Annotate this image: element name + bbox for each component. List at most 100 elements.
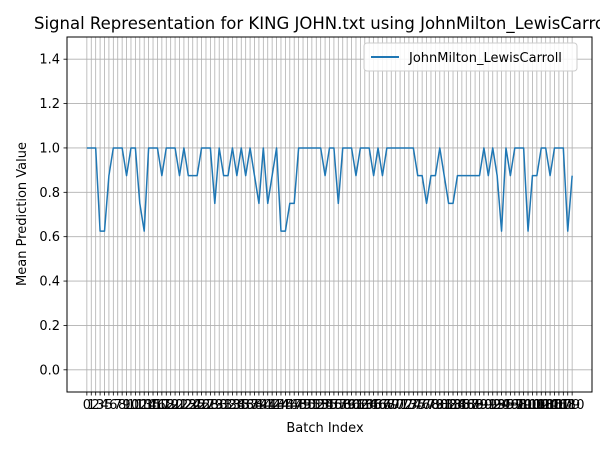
x-tick-label: 72 bbox=[396, 398, 413, 413]
x-tick-label: 103 bbox=[529, 398, 554, 413]
x-tick-label: 109 bbox=[555, 398, 580, 413]
x-tick-label: 32 bbox=[220, 398, 237, 413]
x-tick-label: 38 bbox=[246, 398, 263, 413]
x-tick-label: 23 bbox=[180, 398, 197, 413]
x-tick-label: 91 bbox=[480, 398, 497, 413]
y-tick-label: 0.8 bbox=[39, 186, 60, 201]
x-tick-label: 51 bbox=[304, 398, 321, 413]
x-tick-label: 102 bbox=[524, 398, 549, 413]
x-tick-label: 63 bbox=[357, 398, 374, 413]
x-tick-label: 40 bbox=[255, 398, 272, 413]
x-tick-label: 81 bbox=[436, 398, 453, 413]
x-tick-label: 10 bbox=[123, 398, 140, 413]
y-tick-label: 1.2 bbox=[39, 97, 60, 112]
x-tick-label: 105 bbox=[538, 398, 563, 413]
x-tick-label: 11 bbox=[127, 398, 144, 413]
x-tick-label: 34 bbox=[229, 398, 246, 413]
x-tick-label: 27 bbox=[198, 398, 215, 413]
x-tick-label: 76 bbox=[414, 398, 431, 413]
x-tick-label: 53 bbox=[312, 398, 329, 413]
x-tick-label: 85 bbox=[454, 398, 471, 413]
x-tick-label: 26 bbox=[193, 398, 210, 413]
y-axis: 0.0 0.2 0.4 0.6 0.8 1.0 1.2 1.4 bbox=[39, 53, 67, 378]
x-tick-label: 73 bbox=[401, 398, 418, 413]
x-tick-label: 54 bbox=[317, 398, 334, 413]
x-tick-label: 8 bbox=[118, 398, 126, 413]
x-tick-label: 33 bbox=[224, 398, 241, 413]
x-tick-label: 96 bbox=[502, 398, 519, 413]
x-tick-label: 94 bbox=[493, 398, 510, 413]
x-tick-label: 69 bbox=[383, 398, 400, 413]
x-tick-label: 6 bbox=[109, 398, 117, 413]
x-tick-label: 16 bbox=[149, 398, 166, 413]
x-tick-label: 66 bbox=[370, 398, 387, 413]
x-tick-label: 14 bbox=[140, 398, 157, 413]
x-tick-label: 36 bbox=[237, 398, 254, 413]
y-tick-label: 0.0 bbox=[39, 363, 60, 378]
y-tick-label: 0.4 bbox=[39, 275, 60, 290]
x-tick-label: 59 bbox=[339, 398, 356, 413]
x-tick-label: 75 bbox=[409, 398, 426, 413]
x-tick-label: 24 bbox=[184, 398, 201, 413]
x-tick-label: 1 bbox=[87, 398, 95, 413]
x-tick-label: 17 bbox=[154, 398, 171, 413]
x-tick-label: 88 bbox=[467, 398, 484, 413]
x-axis-label: Batch Index bbox=[286, 421, 364, 436]
x-tick-label: 28 bbox=[202, 398, 219, 413]
x-tick-label: 41 bbox=[259, 398, 276, 413]
x-tick-label: 71 bbox=[392, 398, 409, 413]
x-tick-label: 25 bbox=[189, 398, 206, 413]
x-tick-label: 20 bbox=[167, 398, 184, 413]
x-tick-label: 15 bbox=[145, 398, 162, 413]
x-tick-label: 48 bbox=[290, 398, 307, 413]
x-tick-label: 18 bbox=[158, 398, 175, 413]
legend-box bbox=[363, 42, 578, 72]
x-tick-label: 78 bbox=[423, 398, 440, 413]
x-tick-label: 107 bbox=[546, 398, 571, 413]
x-tick-label: 13 bbox=[136, 398, 153, 413]
x-tick-label: 64 bbox=[361, 398, 378, 413]
x-tick-label: 4 bbox=[100, 398, 108, 413]
y-tick-label: 1.0 bbox=[39, 141, 60, 156]
x-tick-label: 93 bbox=[489, 398, 506, 413]
x-tick-label: 2 bbox=[92, 398, 100, 413]
x-tick-label: 62 bbox=[352, 398, 369, 413]
x-tick-label: 92 bbox=[484, 398, 501, 413]
x-tick-label: 5 bbox=[105, 398, 113, 413]
x-tick-label: 86 bbox=[458, 398, 475, 413]
x-tick-label: 79 bbox=[427, 398, 444, 413]
x-tick-label: 83 bbox=[445, 398, 462, 413]
x-tick-label: 30 bbox=[211, 398, 228, 413]
x-tick-label: 0 bbox=[83, 398, 91, 413]
grid-lines bbox=[67, 37, 592, 392]
y-tick-label: 0.2 bbox=[39, 319, 60, 334]
x-tick-label: 68 bbox=[379, 398, 396, 413]
x-axis: 0123456789101112131415161718192021222324… bbox=[83, 392, 585, 413]
x-tick-label: 90 bbox=[476, 398, 493, 413]
chart-title: Signal Representation for KING JOHN.txt … bbox=[34, 14, 600, 34]
x-tick-label: 46 bbox=[282, 398, 299, 413]
x-tick-label: 7 bbox=[114, 398, 122, 413]
x-tick-label: 31 bbox=[215, 398, 232, 413]
x-tick-label: 95 bbox=[498, 398, 515, 413]
x-tick-label: 89 bbox=[471, 398, 488, 413]
x-tick-label: 43 bbox=[268, 398, 285, 413]
x-tick-label: 84 bbox=[449, 398, 466, 413]
x-tick-label: 100 bbox=[516, 398, 541, 413]
x-tick-label: 52 bbox=[308, 398, 325, 413]
legend: JohnMilton_LewisCarroll bbox=[363, 42, 578, 72]
x-tick-label: 110 bbox=[560, 398, 585, 413]
x-tick-label: 12 bbox=[132, 398, 149, 413]
x-tick-label: 108 bbox=[551, 398, 576, 413]
legend-label: JohnMilton_LewisCarroll bbox=[408, 51, 562, 66]
x-tick-label: 74 bbox=[405, 398, 422, 413]
x-tick-label: 45 bbox=[277, 398, 294, 413]
x-tick-label: 77 bbox=[418, 398, 435, 413]
x-tick-label: 42 bbox=[264, 398, 281, 413]
x-tick-label: 9 bbox=[122, 398, 130, 413]
x-tick-label: 82 bbox=[440, 398, 457, 413]
x-tick-label: 37 bbox=[242, 398, 259, 413]
series-layer bbox=[86, 147, 573, 232]
x-tick-label: 97 bbox=[507, 398, 524, 413]
